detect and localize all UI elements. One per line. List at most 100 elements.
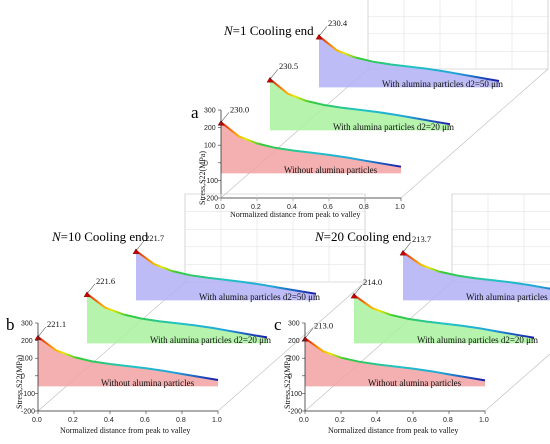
y-tick-label: 100 <box>21 356 33 363</box>
x-axis-label: Normalized distance from peak to valley <box>230 210 360 219</box>
series-line <box>220 121 402 168</box>
peak-value-label: 221.1 <box>47 319 66 329</box>
peak-leader <box>318 26 328 37</box>
y-tick-label: 300 <box>21 321 33 328</box>
peak-leader <box>269 69 279 80</box>
back-wall-frame <box>367 0 549 69</box>
chart-title: N=10 Cooling end <box>51 229 149 244</box>
x-tick-label: 0.8 <box>176 417 186 424</box>
y-tick-label: 200 <box>288 338 300 345</box>
panel-a: a N=1 Cooling end 230.4 With alumina part… <box>191 0 549 219</box>
x-axis-label: Normalized distance from peak to valley <box>60 426 190 435</box>
series-area <box>354 295 534 344</box>
y-tick-label: 300 <box>204 108 216 115</box>
panel-label: a <box>191 103 199 122</box>
peak-marker <box>266 76 274 83</box>
chart-c: 213.7 With alumina particles d2=50 μm 214.… <box>288 193 550 424</box>
peak-marker <box>350 292 358 299</box>
y-tick-label: -100 <box>204 178 218 185</box>
y-tick-label: 200 <box>204 125 216 132</box>
chart-title: N=1 Cooling end <box>223 23 314 38</box>
peak-value-label: 213.7 <box>412 234 431 244</box>
peak-leader <box>220 112 230 123</box>
y-tick-label: 100 <box>288 356 300 363</box>
x-tick-label: 0.6 <box>323 204 333 211</box>
y-tick-label: -100 <box>288 391 302 398</box>
series-label: Without alumina particles <box>284 165 378 175</box>
title-rest: =20 Cooling end <box>324 229 412 244</box>
back-wall-frame <box>184 193 366 282</box>
x-tick-label: 0.4 <box>371 417 381 424</box>
peak-leader <box>135 240 145 251</box>
peak-leader <box>86 283 96 294</box>
series-label: With alumina particles d2=20 μm <box>417 335 538 345</box>
x-tick-label: 0.0 <box>32 417 42 424</box>
peak-marker <box>83 291 91 297</box>
series-line <box>269 78 451 126</box>
peak-marker <box>315 33 323 40</box>
series-label: With alumina particles d2=50 μm <box>466 292 550 302</box>
title-rest: =1 Cooling end <box>233 23 314 38</box>
peak-leader <box>353 284 363 296</box>
y-tick-label: -200 <box>21 409 35 416</box>
chart-b: 221.7 With alumina particles d2=50 μm 221.… <box>21 193 366 424</box>
x-tick-label: 0.4 <box>287 204 297 211</box>
series-line <box>135 249 317 295</box>
x-tick-label: 0.4 <box>104 417 114 424</box>
x-tick-label: 1.0 <box>212 417 222 424</box>
series-line <box>402 251 550 290</box>
series-label: With alumina particles d2=50 μm <box>199 292 320 302</box>
chart-title: N=20 Cooling end <box>314 229 412 244</box>
y-tick-label: 0 <box>204 160 208 167</box>
peak-value-label: 230.4 <box>328 18 348 28</box>
series-line <box>37 336 219 381</box>
panel-label: c <box>274 315 282 334</box>
series-label: Without alumina particles <box>368 378 462 388</box>
peak-marker <box>132 248 140 254</box>
y-tick-label: -200 <box>204 196 218 203</box>
x-axis-label: Normalized distance from peak to valley <box>328 426 458 435</box>
series-line <box>353 294 535 339</box>
peak-value-label: 221.7 <box>145 233 164 243</box>
x-tick-label: 0.2 <box>335 417 345 424</box>
x-tick-label: 0.0 <box>215 204 225 211</box>
y-tick-label: 300 <box>288 321 300 328</box>
series-line <box>304 337 486 382</box>
x-tick-label: 1.0 <box>395 204 405 211</box>
series-area <box>221 122 401 174</box>
series-area <box>403 252 550 301</box>
series-label: With alumina particles d2=20 μm <box>333 122 454 132</box>
x-tick-label: 0.6 <box>407 417 417 424</box>
panel-c: c N=20 Cooling end 213.7 With alumina par… <box>274 193 550 435</box>
y-tick-label: 100 <box>204 143 216 150</box>
back-wall-frame <box>451 193 550 282</box>
y-tick-label: 0 <box>21 373 25 380</box>
x-tick-label: 0.8 <box>359 204 369 211</box>
x-tick-label: 1.0 <box>479 417 489 424</box>
peak-leader <box>37 326 47 338</box>
peak-value-label: 230.0 <box>230 104 249 114</box>
series-area <box>305 338 485 387</box>
title-rest: =10 Cooling end <box>61 229 149 244</box>
series-label: Without alumina particles <box>101 378 195 388</box>
title-var: N <box>314 229 325 244</box>
series-area <box>38 336 218 387</box>
panel-label: b <box>6 315 15 334</box>
peak-value-label: 213.0 <box>314 320 333 330</box>
y-tick-label: -100 <box>21 391 35 398</box>
chart-a: 230.4 With alumina particles d2=50 μm 230.… <box>204 0 549 211</box>
series-area <box>270 79 450 131</box>
x-tick-label: 0.8 <box>443 417 453 424</box>
series-line <box>318 35 500 82</box>
x-tick-label: 0.0 <box>299 417 309 424</box>
y-tick-label: -200 <box>288 409 302 416</box>
x-tick-label: 0.2 <box>251 204 261 211</box>
peak-value-label: 230.5 <box>279 61 298 71</box>
series-area <box>136 250 316 301</box>
series-area <box>87 293 267 344</box>
title-var: N <box>223 23 234 38</box>
series-area <box>319 36 499 88</box>
y-tick-label: 0 <box>288 373 292 380</box>
